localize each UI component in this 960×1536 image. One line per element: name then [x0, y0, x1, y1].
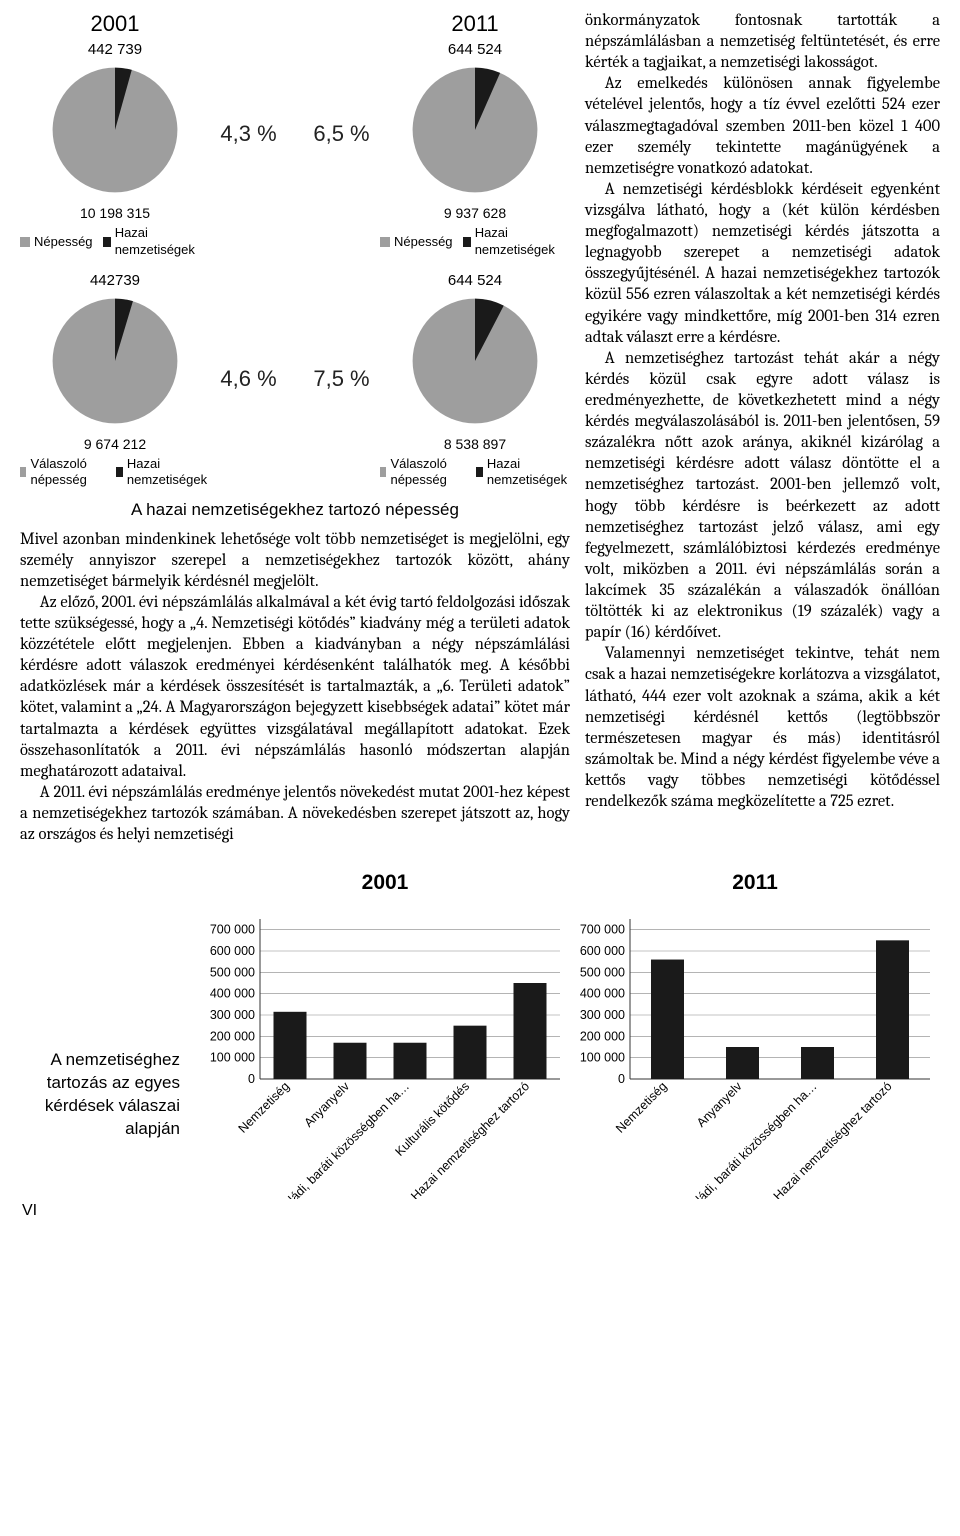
bar-title-2001: 2001	[200, 870, 570, 897]
pie-legend: Népesség Hazai nemzetiségek	[20, 225, 210, 258]
svg-text:Hazai nemzetiséghez tartozó: Hazai nemzetiséghez tartozó	[771, 1079, 895, 1199]
pie-bottom-number: 9 937 628	[444, 205, 506, 223]
pie-2011-valaszolo: 644 524 8 538 897 Válaszoló népesség Haz…	[380, 269, 570, 489]
paragraph: Az előző, 2001. évi népszámlálás alkalmá…	[20, 592, 570, 782]
legend-label: Hazai nemzetiségek	[487, 456, 570, 489]
legend-label: Válaszoló népesség	[30, 456, 105, 489]
svg-text:Anyanyelv: Anyanyelv	[694, 1079, 745, 1130]
bar-side-caption: A nemzetiséghez tartozás az egyes kérdés…	[20, 1049, 200, 1141]
svg-text:600 000: 600 000	[210, 944, 255, 958]
pct-label: 4,6 % 7,5 %	[220, 365, 370, 393]
legend-label: Népesség	[34, 234, 93, 251]
pie-quadrant-caption: A hazai nemzetiségekhez tartozó népesség	[20, 499, 570, 521]
pie-year: 2011	[451, 10, 498, 38]
paragraph: Mivel azonban mindenkinek lehetősége vol…	[20, 529, 570, 592]
svg-text:0: 0	[618, 1072, 625, 1086]
pie-top-number: 644 524	[448, 271, 502, 290]
paragraph: A 2011. évi népszámlálás eredménye jelen…	[20, 782, 570, 845]
svg-text:200 000: 200 000	[210, 1029, 255, 1043]
paragraph: A nemzetiséghez tartozást tehát akár a n…	[585, 348, 940, 644]
svg-text:700 000: 700 000	[210, 923, 255, 937]
bar-chart-2001: 0 100 000 200 000 300 000 400 000 500 000 600 …	[200, 909, 570, 1204]
svg-text:Anyanyelv: Anyanyelv	[301, 1079, 352, 1130]
bar-title-2011: 2011	[570, 870, 940, 897]
bar-charts-area: 2001 2011 A nemzetiséghez tartozás az eg…	[20, 870, 940, 1204]
legend-label: Hazai nemzetiségek	[475, 225, 570, 258]
legend-label: Hazai nemzetiségek	[127, 456, 210, 489]
pie-2011-nepesseg: 2011 644 524 9 937 628 Népesség Hazai ne…	[380, 10, 570, 259]
pie-top-number: 442 739	[88, 40, 142, 59]
pct-label: 4,3 % 6,5 %	[220, 120, 370, 148]
right-body-text: önkormányzatok fontosnak tartották a nép…	[585, 10, 940, 845]
svg-text:300 000: 300 000	[580, 1008, 625, 1022]
svg-text:Nemzetiség: Nemzetiség	[613, 1079, 670, 1136]
pie-bottom-number: 9 674 212	[84, 436, 146, 454]
legend-label: Válaszoló népesség	[390, 456, 465, 489]
pie-year: 2001	[91, 10, 140, 38]
svg-text:400 000: 400 000	[580, 987, 625, 1001]
paragraph: A nemzetiségi kérdésblokk kérdéseit egye…	[585, 179, 940, 348]
page-number: VI	[22, 1201, 37, 1221]
pie-svg	[50, 296, 180, 426]
svg-text:500 000: 500 000	[580, 965, 625, 979]
pie-bottom-number: 10 198 315	[80, 205, 150, 223]
pie-charts-area: 2001 442 739 10 198 315 Népesség Hazai n…	[20, 10, 585, 845]
svg-text:Nemzetiség: Nemzetiség	[236, 1079, 293, 1136]
svg-text:700 000: 700 000	[580, 923, 625, 937]
svg-text:200 000: 200 000	[580, 1029, 625, 1043]
paragraph: Valamennyi nemzetiséget tekintve, tehát …	[585, 643, 940, 812]
svg-text:500 000: 500 000	[210, 965, 255, 979]
pie-svg	[50, 65, 180, 195]
pie-2001-valaszolo: 442739 9 674 212 Válaszoló népesség Haza…	[20, 269, 210, 489]
pie-legend: Válaszoló népesség Hazai nemzetiségek	[20, 456, 210, 489]
svg-text:300 000: 300 000	[210, 1008, 255, 1022]
legend-label: Népesség	[394, 234, 453, 251]
bar-chart-2011: 0 100 000 200 000 300 000 400 000 500 000 600 …	[570, 909, 940, 1204]
svg-text:400 000: 400 000	[210, 987, 255, 1001]
paragraph: önkormányzatok fontosnak tartották a nép…	[585, 10, 940, 73]
pie-svg	[410, 65, 540, 195]
svg-text:100 000: 100 000	[580, 1051, 625, 1065]
bar-svg: 0 100 000 200 000 300 000 400 000 500 000 600 …	[570, 909, 940, 1199]
pie-legend: Válaszoló népesség Hazai nemzetiségek	[380, 456, 570, 489]
pie-legend: Népesség Hazai nemzetiségek	[380, 225, 570, 258]
svg-text:100 000: 100 000	[210, 1051, 255, 1065]
pie-svg	[410, 296, 540, 426]
svg-text:Hazai nemzetiséghez tartozó: Hazai nemzetiséghez tartozó	[408, 1079, 532, 1199]
pie-top-number: 442739	[90, 271, 140, 290]
left-body-text: Mivel azonban mindenkinek lehetősége vol…	[20, 529, 570, 846]
paragraph: Az emelkedés különösen annak figyelembe …	[585, 73, 940, 179]
bar-svg: 0 100 000 200 000 300 000 400 000 500 000 600 …	[200, 909, 570, 1199]
pie-2001-nepesseg: 2001 442 739 10 198 315 Népesség Hazai n…	[20, 10, 210, 259]
svg-text:600 000: 600 000	[580, 944, 625, 958]
pie-top-number: 644 524	[448, 40, 502, 59]
pie-bottom-number: 8 538 897	[444, 436, 506, 454]
legend-label: Hazai nemzetiségek	[115, 225, 210, 258]
svg-text:0: 0	[248, 1072, 255, 1086]
